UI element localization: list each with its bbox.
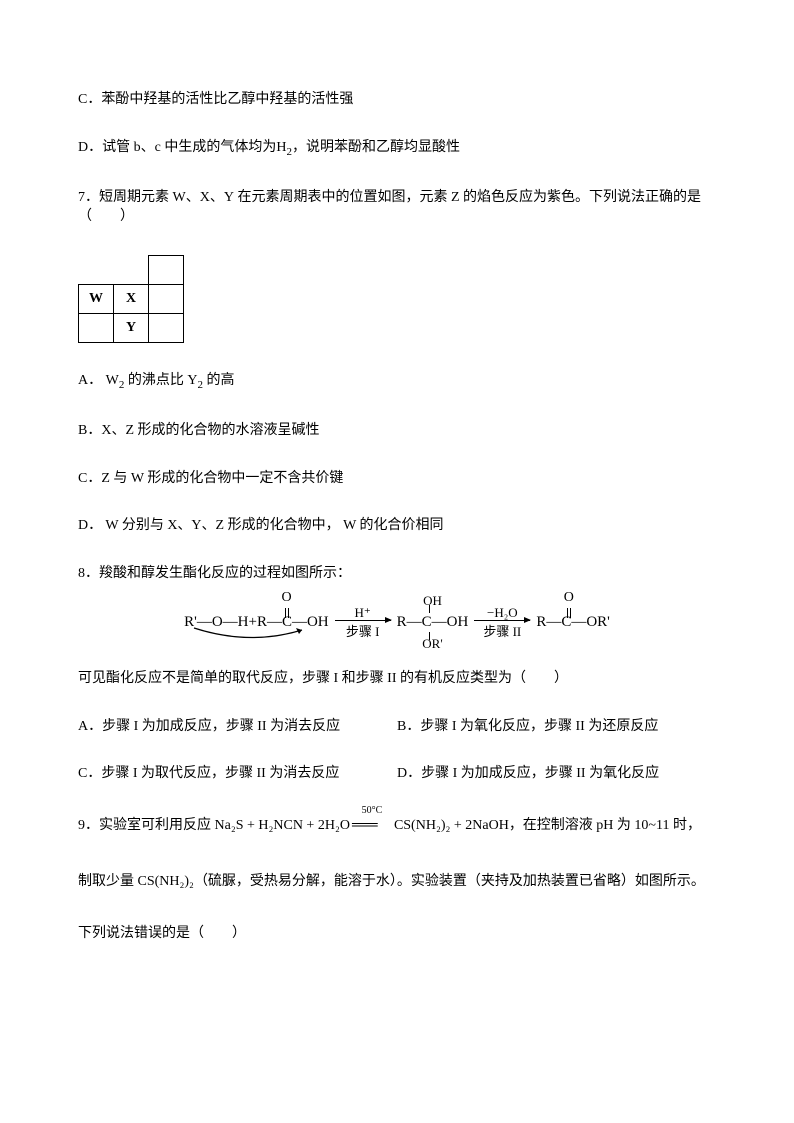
q8-options-row-1: A．步骤 I 为加成反应，步骤 II 为消去反应 B．步骤 I 为氧化反应，步骤… <box>78 717 716 737</box>
bond-icon <box>429 605 430 613</box>
text: 在元素周期表中的位置如图，元素 <box>234 190 451 205</box>
q7-option-d: D． W 分别与 X、Y、Z 形成的化合物中， W 的化合价相同 <box>78 516 716 536</box>
equation-right: CS(NH₂)₂ + 2NaOH <box>394 818 509 833</box>
equation-left: Na₂S + H₂NCN + 2H₂O <box>215 818 350 833</box>
element-x: X <box>200 190 210 205</box>
cell-w: W <box>79 284 114 313</box>
q8-option-d: D．步骤 I 为加成反应，步骤 II 为氧化反应 <box>397 764 716 784</box>
exam-page: C．苯酚中羟基的活性比乙醇中羟基的活性强 D．试管 b、c 中生成的气体均为H2… <box>0 0 794 1032</box>
text: ，说明苯酚和乙醇均显酸性 <box>292 140 460 155</box>
q8-options-row-2: C．步骤 I 为取代反应，步骤 II 为消去反应 D．步骤 I 为加成反应，步骤… <box>78 764 716 784</box>
question-9-line-1: 9．实验室可利用反应 Na₂S + H₂NCN + 2H₂O50°C═══CS(… <box>78 812 716 840</box>
question-8: 8．羧酸和醇发生酯化反应的过程如图所示： <box>78 564 716 584</box>
cell-y: Y <box>114 313 149 342</box>
q7-option-b: B．X、Z 形成的化合物的水溶液呈碱性 <box>78 421 716 441</box>
q8-option-b: B．步骤 I 为氧化反应，步骤 II 为还原反应 <box>397 717 716 737</box>
cell-empty <box>79 313 114 342</box>
sep: 、 <box>210 190 224 205</box>
arrow-icon <box>474 620 530 621</box>
element-y: Y <box>224 190 234 205</box>
text: A． <box>78 373 106 388</box>
question-7: 7．短周期元素 W、X、Y 在元素周期表中的位置如图，元素 Z 的焰色反应为紫色… <box>78 188 716 227</box>
sep: 、 <box>186 190 200 205</box>
text: （硫脲，受热易分解，能溶于水）。实验装置（夹持及加热装置已省略）如图所示。 <box>194 874 705 889</box>
element-z: Z <box>451 190 460 205</box>
or-bottom: OR' <box>422 635 442 653</box>
double-bond-icon <box>567 608 571 618</box>
option-c: C．苯酚中羟基的活性比乙醇中羟基的活性强 <box>78 90 716 110</box>
reactant-left: O R'—O—H+R—C—OH <box>184 612 329 633</box>
formula: W <box>106 373 119 388</box>
cell-empty <box>149 313 184 342</box>
q8-stem: 可见酯化反应不是简单的取代反应，步骤 I 和步骤 II 的有机反应类型为（ ） <box>78 669 716 689</box>
q8-option-c: C．步骤 I 为取代反应，步骤 II 为消去反应 <box>78 764 397 784</box>
text: 9．实验室可利用反应 <box>78 818 215 833</box>
condition-label: 50°C <box>352 801 392 821</box>
q7-option-a: A． W2 的沸点比 Y2 的高 <box>78 371 716 393</box>
text: 的沸点比 <box>124 373 187 388</box>
text: ，在控制溶液 pH 为 10~11 时， <box>509 818 701 833</box>
formula-cs: CS(NH₂)₂ <box>138 874 194 889</box>
oxygen-double-bond: O <box>564 588 574 619</box>
q8-option-a: A．步骤 I 为加成反应，步骤 II 为消去反应 <box>78 717 397 737</box>
arrow-step-1: H⁺ 步骤 I <box>335 604 391 641</box>
intermediate: OH R—C—OH OR' <box>397 612 469 633</box>
curved-arrow-icon <box>192 626 308 640</box>
q7-option-c: C．Z 与 W 形成的化合物中一定不含共价键 <box>78 469 716 489</box>
element-w: W <box>173 190 186 205</box>
formula: Y <box>187 373 197 388</box>
o-atom: O <box>564 588 574 608</box>
formula-mid: R—C—OH <box>397 612 469 633</box>
option-d: D．试管 b、c 中生成的气体均为H2，说明苯酚和乙醇均显酸性 <box>78 138 716 160</box>
oxygen-double-bond: O <box>282 588 292 619</box>
arrow-step-2: −H₂O 步骤 II <box>474 604 530 641</box>
text: 制取少量 <box>78 874 138 889</box>
reaction-diagram: O R'—O—H+R—C—OH H⁺ 步骤 I OH R—C—OH OR' −H… <box>78 604 716 641</box>
cell-top <box>149 255 184 284</box>
empty-cell <box>79 255 114 284</box>
equilibrium-arrow: 50°C═══ <box>352 812 392 840</box>
oh-top: OH <box>423 592 442 610</box>
empty-cell <box>114 255 149 284</box>
periodic-table-diagram: W X Y <box>78 255 184 343</box>
text: 7．短周期元素 <box>78 190 173 205</box>
arrow-label-bottom: 步骤 II <box>483 623 521 641</box>
text: 的高 <box>203 373 235 388</box>
double-bond-icon <box>285 608 289 618</box>
o-atom: O <box>282 588 292 608</box>
product-right: O R—C—OR' <box>536 612 610 633</box>
cell-x: X <box>114 284 149 313</box>
arrow-label-bottom: 步骤 I <box>346 623 380 641</box>
text: D．试管 b、c 中生成的气体均为 <box>78 140 276 155</box>
formula-h: H <box>276 140 286 155</box>
question-9-line-2: 制取少量 CS(NH₂)₂（硫脲，受热易分解，能溶于水）。实验装置（夹持及加热装… <box>78 868 716 896</box>
cell-empty <box>149 284 184 313</box>
question-9-line-3: 下列说法错误的是（ ） <box>78 924 716 944</box>
arrow-icon <box>335 620 391 621</box>
